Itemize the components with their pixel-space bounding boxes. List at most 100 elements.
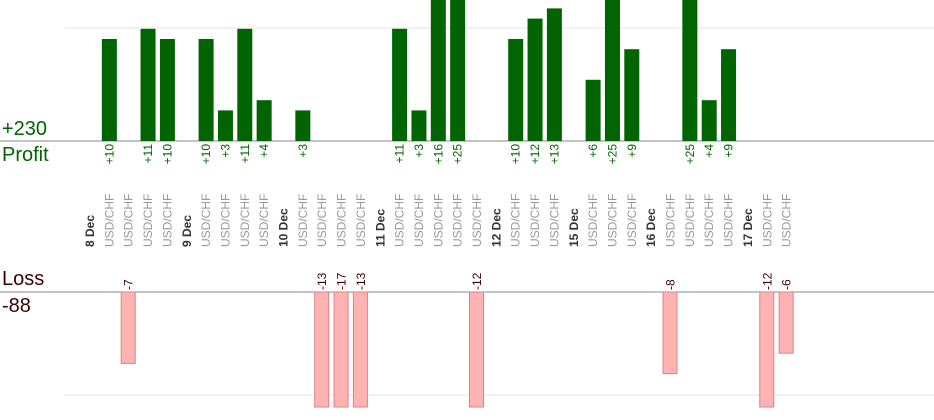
profit-bar [604,0,620,141]
pair-label: USD/CHF [412,194,426,247]
profit-bar [411,110,427,141]
profit-label: Profit [2,144,49,166]
profit-bar [701,100,717,141]
pair-label: USD/CHF [354,194,368,247]
loss-value-label: -8 [664,279,678,290]
profit-value-label: +10 [199,144,213,165]
loss-value-label: -6 [780,279,794,290]
pair-label: USD/CHF [393,194,407,247]
date-label: 15 Dec [567,208,581,247]
loss-value-label: -13 [354,272,368,290]
pair-label: USD/CHF [238,194,252,247]
profit-value-label: +4 [702,144,716,158]
profit-bar [508,39,524,141]
profit-value-label: +9 [722,144,736,158]
loss-value-label: -12 [760,272,774,290]
profit-value-label: +10 [160,144,174,165]
profit-bar [392,28,408,141]
loss-value-label: -13 [315,272,329,290]
loss-bar [120,291,136,364]
profit-bar [198,39,214,141]
profit-bar [546,8,562,142]
profit-value-label: +25 [605,144,619,165]
date-label: 10 Dec [277,208,291,247]
pair-label: USD/CHF [218,194,232,247]
pair-label: USD/CHF [625,194,639,247]
date-label: 17 Dec [741,208,755,247]
pair-label: USD/CHF [122,194,136,247]
loss-value-label: -17 [335,272,349,290]
pair-label: USD/CHF [335,194,349,247]
profit-bar [159,39,175,141]
pair-label: USD/CHF [722,194,736,247]
profit-bar [624,49,640,142]
profit-bar [430,0,446,141]
profit-bar [682,0,698,141]
profit-value-label: +25 [683,144,697,165]
pair-label: USD/CHF [780,194,794,247]
profit-bar [450,0,466,141]
loss-bar [662,291,678,375]
profit-bar [237,28,253,141]
loss-bar [778,291,794,354]
profit-value-label: +13 [547,144,561,165]
pair-label: USD/CHF [664,194,678,247]
pair-label: USD/CHF [586,194,600,247]
profit-value-label: +3 [296,144,310,158]
profit-value-label: +6 [586,144,600,158]
profit-value-label: +16 [431,144,445,165]
pair-label: USD/CHF [702,194,716,247]
profit-bar [527,18,543,142]
profit-value-label: +25 [451,144,465,165]
pair-label: USD/CHF [160,194,174,247]
pair-label: USD/CHF [431,194,445,247]
loss-bar [333,291,349,408]
pair-label: USD/CHF [509,194,523,247]
pair-label: USD/CHF [605,194,619,247]
profit-value-label: +4 [257,144,271,158]
pair-label: USD/CHF [296,194,310,247]
profit-bar [256,100,272,141]
loss-bar [469,291,484,408]
date-label: 9 Dec [180,215,194,247]
pair-label: USD/CHF [683,194,697,247]
pair-label: USD/CHF [315,194,329,247]
pair-label: USD/CHF [199,194,213,247]
date-label: 12 Dec [489,208,503,247]
pair-label: USD/CHF [102,194,116,247]
pair-label: USD/CHF [470,194,484,247]
pair-label: USD/CHF [141,194,155,247]
pair-label: USD/CHF [547,194,561,247]
loss-bar [352,291,368,408]
profit-bar [140,28,156,141]
profit-value-label: +11 [141,144,155,164]
loss-value-label: -12 [470,272,484,290]
pair-label: USD/CHF [528,194,542,247]
profit-bar [721,49,737,142]
profit-value-label: +12 [528,144,542,165]
loss-bar [314,291,330,408]
loss-label: Loss [2,268,45,290]
profit-bar [585,79,601,141]
loss-bar [759,291,775,408]
pair-label: USD/CHF [451,194,465,247]
date-label: 16 Dec [644,208,658,247]
profit-value-label: +11 [238,144,252,164]
pair-label: USD/CHF [257,194,271,247]
profit-value-label: +3 [412,144,426,158]
profit-value-label: +3 [218,144,232,158]
profit-value-label: +10 [102,144,116,165]
profit-bar [295,110,311,141]
profit-value-label: +9 [625,144,639,158]
profit-value-label: +11 [393,144,407,164]
profit-total: +230 [2,118,48,140]
loss-total: -88 [2,295,31,317]
loss-value-label: -7 [122,279,136,290]
date-label: 11 Dec [373,209,387,247]
pair-label: USD/CHF [760,194,774,247]
profit-bar [217,110,233,141]
profit-value-label: +10 [509,144,523,165]
date-label: 8 Dec [83,215,97,247]
profit-bar [101,39,117,141]
